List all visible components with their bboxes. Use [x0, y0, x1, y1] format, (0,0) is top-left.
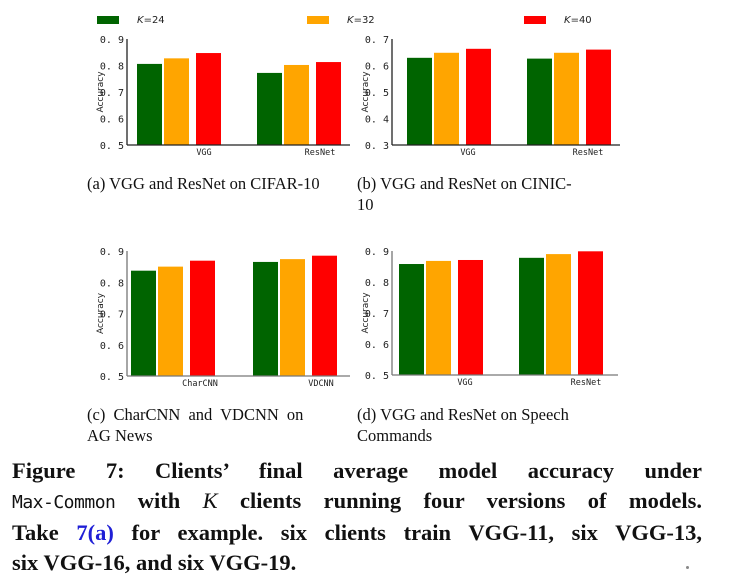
y-tick-label: 0. 7 — [365, 309, 389, 320]
legend-label-k32: K=32 — [347, 14, 375, 26]
subcaption-c-line1: (c) CharCNN and VDCNN on — [87, 405, 304, 424]
y-tick-label: 0. 5 — [365, 88, 389, 99]
y-tick-label: 0. 9 — [100, 247, 124, 258]
caption-method-name: Max-Common — [12, 492, 116, 513]
legend-label-k40: K=40 — [564, 14, 592, 26]
subcaption-d-line1: (d) VGG and ResNet on Speech — [357, 405, 569, 424]
x-tick-label: ResNet — [305, 148, 336, 158]
bar-c-vdcnn-k32 — [280, 259, 305, 376]
y-tick-label: 0. 6 — [365, 340, 389, 351]
x-tick-label: VGG — [460, 148, 475, 158]
legend-swatch-k32 — [307, 16, 329, 24]
bar-d-vgg-k32 — [426, 260, 451, 375]
subcaption-c-line2: AG News — [87, 426, 153, 445]
figure-caption: Figure 7: Clients’ final average model a… — [12, 456, 702, 578]
x-tick-label: ResNet — [573, 148, 604, 158]
chart-c: CharCNN VDCNN 0. 5 0. 6 0. 7 0. 8 0. 9 Accuracy — [96, 247, 350, 389]
chart-d: VGG ResNet 0. 5 0. 6 0. 7 0. 8 0. 9 Accuracy — [361, 247, 618, 388]
y-tick-label: 0. 9 — [100, 35, 124, 46]
y-tick-label: 0. 3 — [365, 141, 389, 152]
bar-c-vdcnn-k40 — [312, 255, 337, 376]
caption-line-2: Max-Common with K clients running four v… — [12, 488, 703, 513]
legend-item-k40: K=40 — [524, 13, 592, 27]
x-tick-label: VGG — [457, 378, 472, 388]
y-tick-label: 0. 8 — [365, 278, 389, 289]
bar-d-resnet-k24 — [519, 257, 544, 375]
bar-a-resnet-k32 — [284, 64, 309, 145]
x-tick-label: ResNet — [571, 378, 602, 388]
chart-b: VGG ResNet 0. 3 0. 4 0. 5 0. 6 0. 7 Accuracy — [361, 35, 620, 158]
legend-item-k24: K=24 — [97, 13, 165, 27]
caption-line-1: Figure 7: Clients’ final average model a… — [12, 458, 702, 483]
bar-b-resnet-k32 — [554, 52, 579, 145]
bar-a-resnet-k24 — [257, 72, 282, 145]
y-tick-label: 0. 5 — [365, 371, 389, 382]
y-axis-label: Accuracy — [96, 71, 106, 113]
bar-b-resnet-k24 — [527, 58, 552, 145]
y-tick-label: 0. 6 — [100, 341, 124, 352]
bar-c-charcnn-k24 — [131, 270, 156, 376]
legend-item-k32: K=32 — [307, 13, 375, 27]
y-tick-label: 0. 8 — [100, 62, 124, 73]
bar-d-resnet-k32 — [546, 254, 571, 375]
x-tick-label: VDCNN — [308, 379, 334, 389]
y-axis-label: Accuracy — [361, 292, 371, 334]
bar-a-vgg-k32 — [164, 58, 189, 145]
bar-d-vgg-k40 — [458, 259, 483, 375]
caption-line-3: Take 7(a) for example. six clients train… — [12, 520, 702, 545]
caption-line-4: six VGG-16, and six VGG-19. — [12, 550, 297, 575]
x-tick-label: CharCNN — [182, 379, 218, 389]
y-axis-label: Accuracy — [96, 292, 106, 334]
bar-c-charcnn-k32 — [158, 266, 183, 376]
y-axis-label: Accuracy — [361, 71, 371, 113]
y-tick-label: 0. 5 — [100, 141, 124, 152]
y-tick-label: 0. 8 — [100, 278, 124, 289]
bar-a-vgg-k24 — [137, 63, 162, 145]
bar-b-vgg-k40 — [466, 48, 491, 145]
bar-c-charcnn-k40 — [190, 260, 215, 376]
bar-d-resnet-k40 — [578, 251, 603, 375]
x-tick-label: VGG — [196, 148, 211, 158]
y-tick-label: 0. 6 — [100, 115, 124, 126]
bar-d-vgg-k24 — [399, 264, 424, 375]
y-tick-label: 0. 6 — [365, 62, 389, 73]
y-tick-label: 0. 9 — [365, 247, 389, 258]
bar-b-vgg-k24 — [407, 57, 432, 145]
bar-c-vdcnn-k24 — [253, 261, 278, 376]
y-tick-label: 0. 4 — [365, 115, 389, 126]
bar-b-resnet-k40 — [586, 49, 611, 145]
stray-dot — [686, 566, 689, 569]
bar-b-vgg-k32 — [434, 52, 459, 145]
subcaption-b-line2: 10 — [357, 195, 374, 214]
figure-ref-link[interactable]: 7(a) — [76, 520, 114, 545]
subcaption-a: (a) VGG and ResNet on CIFAR-10 — [87, 174, 320, 193]
chart-a: VGG ResNet 0. 5 0. 6 0. 7 0. 8 0. 9 Accuracy — [96, 35, 350, 158]
bar-a-resnet-k40 — [316, 62, 341, 145]
y-tick-label: 0. 5 — [100, 372, 124, 383]
subcaption-b-line1: (b) VGG and ResNet on CINIC- — [357, 174, 572, 193]
subcaption-d-line2: Commands — [357, 426, 433, 445]
legend-swatch-k40 — [524, 16, 546, 24]
y-tick-label: 0. 7 — [100, 88, 124, 99]
legend-swatch-k24 — [97, 16, 119, 24]
legend-label-k24: K=24 — [137, 14, 165, 26]
bar-a-vgg-k40 — [196, 53, 221, 145]
y-tick-label: 0. 7 — [100, 310, 124, 321]
y-tick-label: 0. 7 — [365, 35, 389, 46]
